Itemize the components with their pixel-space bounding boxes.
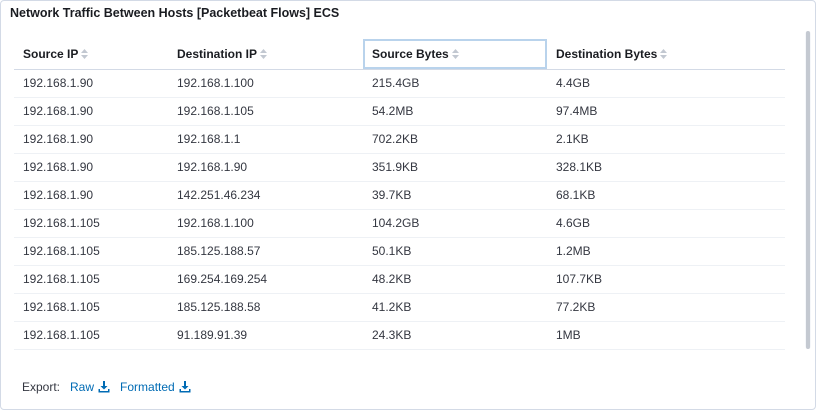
sort-icon[interactable]	[660, 48, 668, 59]
cell-destination-bytes: 77.2KB	[547, 293, 785, 322]
cell-source-ip: 192.168.1.105	[14, 265, 168, 294]
cell-source-bytes: 24.3KB	[363, 321, 547, 350]
download-icon	[98, 381, 110, 393]
cell-source-ip: 192.168.1.90	[14, 153, 168, 182]
cell-destination-ip: 185.125.188.58	[168, 293, 363, 322]
sort-icon[interactable]	[260, 48, 268, 59]
data-table-container: Source IP Destination IP Source Bytes De…	[14, 39, 785, 350]
cell-source-ip: 192.168.1.90	[14, 69, 168, 98]
export-formatted-link[interactable]: Formatted	[120, 380, 191, 394]
column-header-label: Destination IP	[177, 46, 258, 61]
cell-destination-bytes: 328.1KB	[547, 153, 785, 182]
vertical-scrollbar-thumb[interactable]	[806, 31, 810, 349]
column-header-source-bytes[interactable]: Source Bytes	[363, 39, 547, 70]
cell-destination-bytes: 4.6GB	[547, 209, 785, 238]
table-row: 192.168.1.105 192.168.1.100 104.2GB 4.6G…	[14, 209, 785, 238]
table-row: 192.168.1.90 192.168.1.105 54.2MB 97.4MB	[14, 97, 785, 126]
cell-destination-ip: 142.251.46.234	[168, 181, 363, 210]
cell-source-bytes: 215.4GB	[363, 69, 547, 98]
table-row: 192.168.1.90 142.251.46.234 39.7KB 68.1K…	[14, 181, 785, 210]
cell-destination-bytes: 97.4MB	[547, 97, 785, 126]
export-raw-label: Raw	[70, 380, 95, 394]
cell-source-ip: 192.168.1.105	[14, 293, 168, 322]
cell-destination-ip: 91.189.91.39	[168, 321, 363, 350]
export-bar: Export: Raw Formatted	[22, 380, 201, 394]
column-header-source-ip[interactable]: Source IP	[14, 39, 168, 70]
export-formatted-label: Formatted	[120, 380, 175, 394]
cell-destination-bytes: 4.4GB	[547, 69, 785, 98]
export-raw-link[interactable]: Raw	[70, 380, 110, 394]
column-header-label: Source IP	[23, 46, 79, 61]
cell-source-ip: 192.168.1.105	[14, 237, 168, 266]
column-header-label: Source Bytes	[372, 46, 449, 61]
sort-icon[interactable]	[81, 48, 89, 59]
sort-icon[interactable]	[451, 48, 459, 59]
export-label: Export:	[22, 380, 61, 394]
cell-source-ip: 192.168.1.105	[14, 209, 168, 238]
cell-destination-ip: 192.168.1.100	[168, 69, 363, 98]
download-icon	[179, 381, 191, 393]
cell-destination-bytes: 68.1KB	[547, 181, 785, 210]
data-table: Source IP Destination IP Source Bytes De…	[14, 39, 785, 350]
cell-destination-ip: 169.254.169.254	[168, 265, 363, 294]
cell-source-bytes: 48.2KB	[363, 265, 547, 294]
column-header-destination-ip[interactable]: Destination IP	[168, 39, 363, 70]
cell-source-bytes: 54.2MB	[363, 97, 547, 126]
table-row: 192.168.1.105 91.189.91.39 24.3KB 1MB	[14, 321, 785, 350]
panel-title: Network Traffic Between Hosts [Packetbea…	[10, 6, 340, 20]
cell-destination-bytes: 1.2MB	[547, 237, 785, 266]
cell-source-bytes: 50.1KB	[363, 237, 547, 266]
cell-source-bytes: 702.2KB	[363, 125, 547, 154]
cell-destination-bytes: 2.1KB	[547, 125, 785, 154]
cell-source-bytes: 39.7KB	[363, 181, 547, 210]
column-header-destination-bytes[interactable]: Destination Bytes	[547, 39, 785, 70]
cell-destination-bytes: 107.7KB	[547, 265, 785, 294]
cell-destination-ip: 192.168.1.90	[168, 153, 363, 182]
cell-source-ip: 192.168.1.105	[14, 321, 168, 350]
table-row: 192.168.1.105 169.254.169.254 48.2KB 107…	[14, 265, 785, 294]
table-row: 192.168.1.105 185.125.188.58 41.2KB 77.2…	[14, 293, 785, 322]
table-header-row: Source IP Destination IP Source Bytes De…	[14, 39, 785, 70]
cell-destination-ip: 185.125.188.57	[168, 237, 363, 266]
cell-source-bytes: 41.2KB	[363, 293, 547, 322]
table-row: 192.168.1.90 192.168.1.90 351.9KB 328.1K…	[14, 153, 785, 182]
cell-source-bytes: 104.2GB	[363, 209, 547, 238]
table-row: 192.168.1.105 185.125.188.57 50.1KB 1.2M…	[14, 237, 785, 266]
cell-destination-ip: 192.168.1.1	[168, 125, 363, 154]
cell-destination-ip: 192.168.1.100	[168, 209, 363, 238]
cell-source-ip: 192.168.1.90	[14, 125, 168, 154]
table-row: 192.168.1.90 192.168.1.1 702.2KB 2.1KB	[14, 125, 785, 154]
cell-source-ip: 192.168.1.90	[14, 97, 168, 126]
cell-source-ip: 192.168.1.90	[14, 181, 168, 210]
cell-destination-ip: 192.168.1.105	[168, 97, 363, 126]
column-header-label: Destination Bytes	[556, 46, 658, 61]
cell-source-bytes: 351.9KB	[363, 153, 547, 182]
table-row: 192.168.1.90 192.168.1.100 215.4GB 4.4GB	[14, 69, 785, 98]
cell-destination-bytes: 1MB	[547, 321, 785, 350]
